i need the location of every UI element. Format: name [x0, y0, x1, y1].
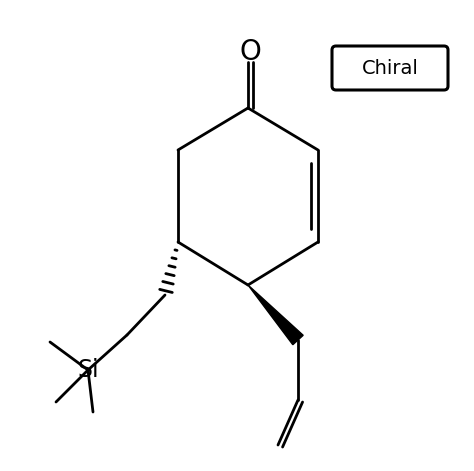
Polygon shape	[248, 285, 303, 345]
Text: Si: Si	[77, 358, 99, 382]
Text: O: O	[239, 38, 261, 66]
FancyBboxPatch shape	[332, 46, 448, 90]
Text: Chiral: Chiral	[362, 58, 419, 78]
